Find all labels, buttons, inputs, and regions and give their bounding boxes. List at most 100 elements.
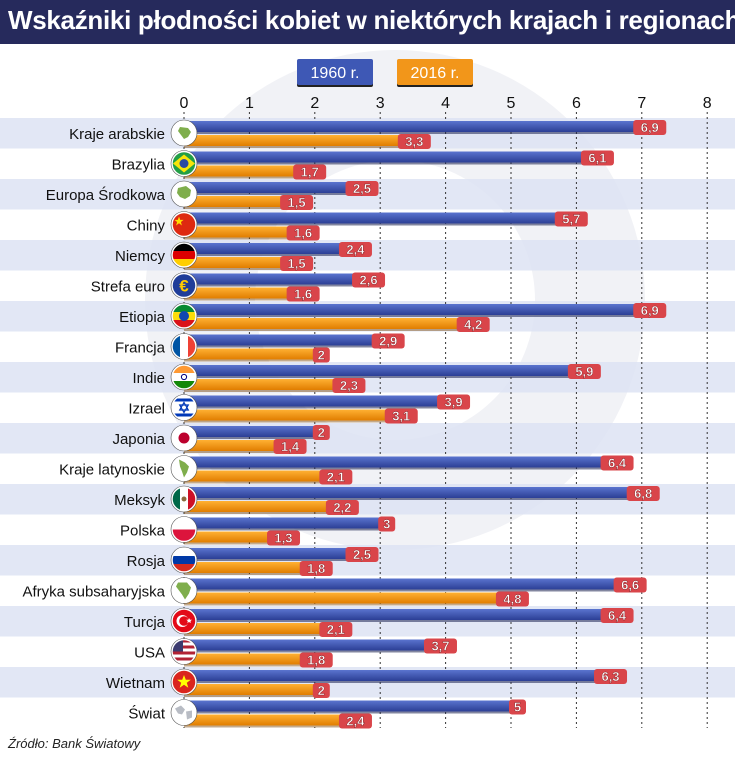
- data-label-bg: [613, 577, 647, 593]
- bar-2016: [184, 714, 341, 726]
- title-bar: Wskaźniki płodności kobiet w niektórych …: [0, 0, 735, 44]
- data-label-text: 2,6: [360, 273, 378, 288]
- bar-1960: [184, 670, 597, 681]
- legend-label: 2016 r.: [411, 65, 460, 82]
- bar-2016: [184, 531, 270, 543]
- data-label: 2,9: [371, 333, 405, 349]
- data-label-bg: [580, 150, 614, 166]
- data-label: 1,5: [280, 256, 314, 271]
- globe-arab-icon: [170, 119, 198, 147]
- legend-label: 1960 r.: [311, 65, 360, 82]
- bar-2016: [184, 287, 289, 299]
- data-label: 1,4: [273, 439, 307, 454]
- data-label-text: 2,9: [379, 334, 397, 349]
- data-label: 6,1: [580, 150, 614, 166]
- category-label: Kraje arabskie: [69, 126, 165, 143]
- data-label: 6,6: [613, 577, 647, 593]
- globe-world-icon: [170, 699, 198, 726]
- data-label-bg: [633, 303, 667, 318]
- data-label: 1,6: [286, 225, 320, 241]
- bar-1960: [184, 609, 603, 620]
- bar-1960: [184, 426, 315, 437]
- category-label: Brazylia: [112, 157, 166, 174]
- bar-2016: [184, 592, 498, 604]
- data-label-text: 2,2: [333, 500, 351, 515]
- bar-1960: [184, 700, 511, 712]
- data-label-text: 1,5: [288, 256, 306, 271]
- category-label: Meksyk: [114, 492, 165, 509]
- data-label: 6,4: [600, 608, 634, 623]
- euro-icon: €: [170, 272, 198, 299]
- data-label: 6,9: [633, 120, 667, 135]
- x-tick-label: 5: [507, 95, 516, 112]
- data-label-bg: [299, 561, 333, 576]
- data-label: 6,9: [633, 303, 667, 318]
- category-label: Afryka subsaharyjska: [22, 584, 165, 601]
- bar-2016: [184, 257, 283, 268]
- category-label: Strefa euro: [91, 279, 165, 296]
- data-label: 6,4: [600, 455, 634, 471]
- data-label-bg: [345, 181, 379, 196]
- data-label: 4,8: [495, 591, 529, 607]
- category-label: Rosja: [127, 553, 166, 570]
- data-label: 3,3: [397, 134, 431, 149]
- data-label: 2,6: [352, 272, 386, 288]
- category-label: Indie: [132, 370, 165, 387]
- category-label: Niemcy: [115, 248, 166, 265]
- chart-title: Wskaźniki płodności kobiet w niektórych …: [8, 5, 735, 35]
- data-label-text: 1,5: [288, 195, 306, 210]
- data-label: 2,2: [325, 500, 359, 515]
- data-label-text: 4,8: [503, 592, 521, 607]
- data-label-bg: [371, 333, 405, 349]
- data-label-text: 6,9: [641, 120, 659, 135]
- data-label-text: 5,9: [575, 364, 593, 379]
- flag-germany-icon: [170, 241, 198, 269]
- data-label-bg: [325, 500, 359, 515]
- data-label-text: 3: [383, 517, 390, 532]
- globe-latin-america-icon: [170, 455, 198, 482]
- data-label-bg: [600, 608, 634, 623]
- bar-2016: [184, 653, 302, 665]
- bar-1960: [184, 273, 355, 285]
- bar-1960: [184, 517, 381, 529]
- flag-israel-icon: [170, 394, 198, 421]
- data-label-bg: [299, 652, 333, 668]
- data-label-bg: [338, 242, 372, 257]
- data-label: 2,1: [319, 469, 353, 485]
- data-label-text: 1,8: [307, 561, 325, 576]
- data-label-bg: [312, 683, 330, 698]
- data-label-bg: [286, 286, 320, 302]
- bar-1960: [184, 151, 583, 163]
- data-label: 1,5: [280, 195, 314, 210]
- data-label-text: 3,3: [405, 134, 423, 149]
- data-label: 3,7: [423, 638, 457, 654]
- bar-1960: [184, 456, 603, 468]
- x-tick-label: 0: [180, 95, 189, 112]
- data-label-text: 1,6: [294, 287, 312, 302]
- bar-2016: [184, 196, 283, 207]
- data-label: 6,3: [594, 669, 628, 684]
- data-label-bg: [312, 425, 330, 440]
- bar-chart: 0 1 2 3 4 5 6 7 8 1960 r. 2016 r. 6,9 3,3 Kraje arabs…: [0, 50, 735, 729]
- data-label-bg: [345, 547, 379, 562]
- data-label-bg: [319, 622, 353, 637]
- data-label: 5,7: [554, 211, 588, 227]
- flag-india-icon: [170, 363, 198, 391]
- data-label-bg: [600, 455, 634, 471]
- x-tick-label: 1: [245, 95, 254, 112]
- data-label: 1,8: [299, 652, 333, 668]
- globe-africa-icon: [170, 577, 198, 604]
- data-label: 2: [312, 425, 330, 440]
- x-tick-label: 4: [441, 95, 450, 112]
- data-label-text: 6,4: [608, 608, 627, 623]
- data-label-text: 2,4: [346, 242, 365, 257]
- bar-2016: [184, 165, 296, 177]
- bar-2016: [184, 379, 335, 390]
- bar-2016: [184, 409, 387, 421]
- data-label-text: 5,7: [562, 212, 580, 227]
- data-label-bg: [312, 347, 330, 363]
- bar-2016: [184, 623, 322, 634]
- data-label-text: 1,3: [274, 531, 292, 546]
- flag-brazil-icon: [170, 150, 198, 177]
